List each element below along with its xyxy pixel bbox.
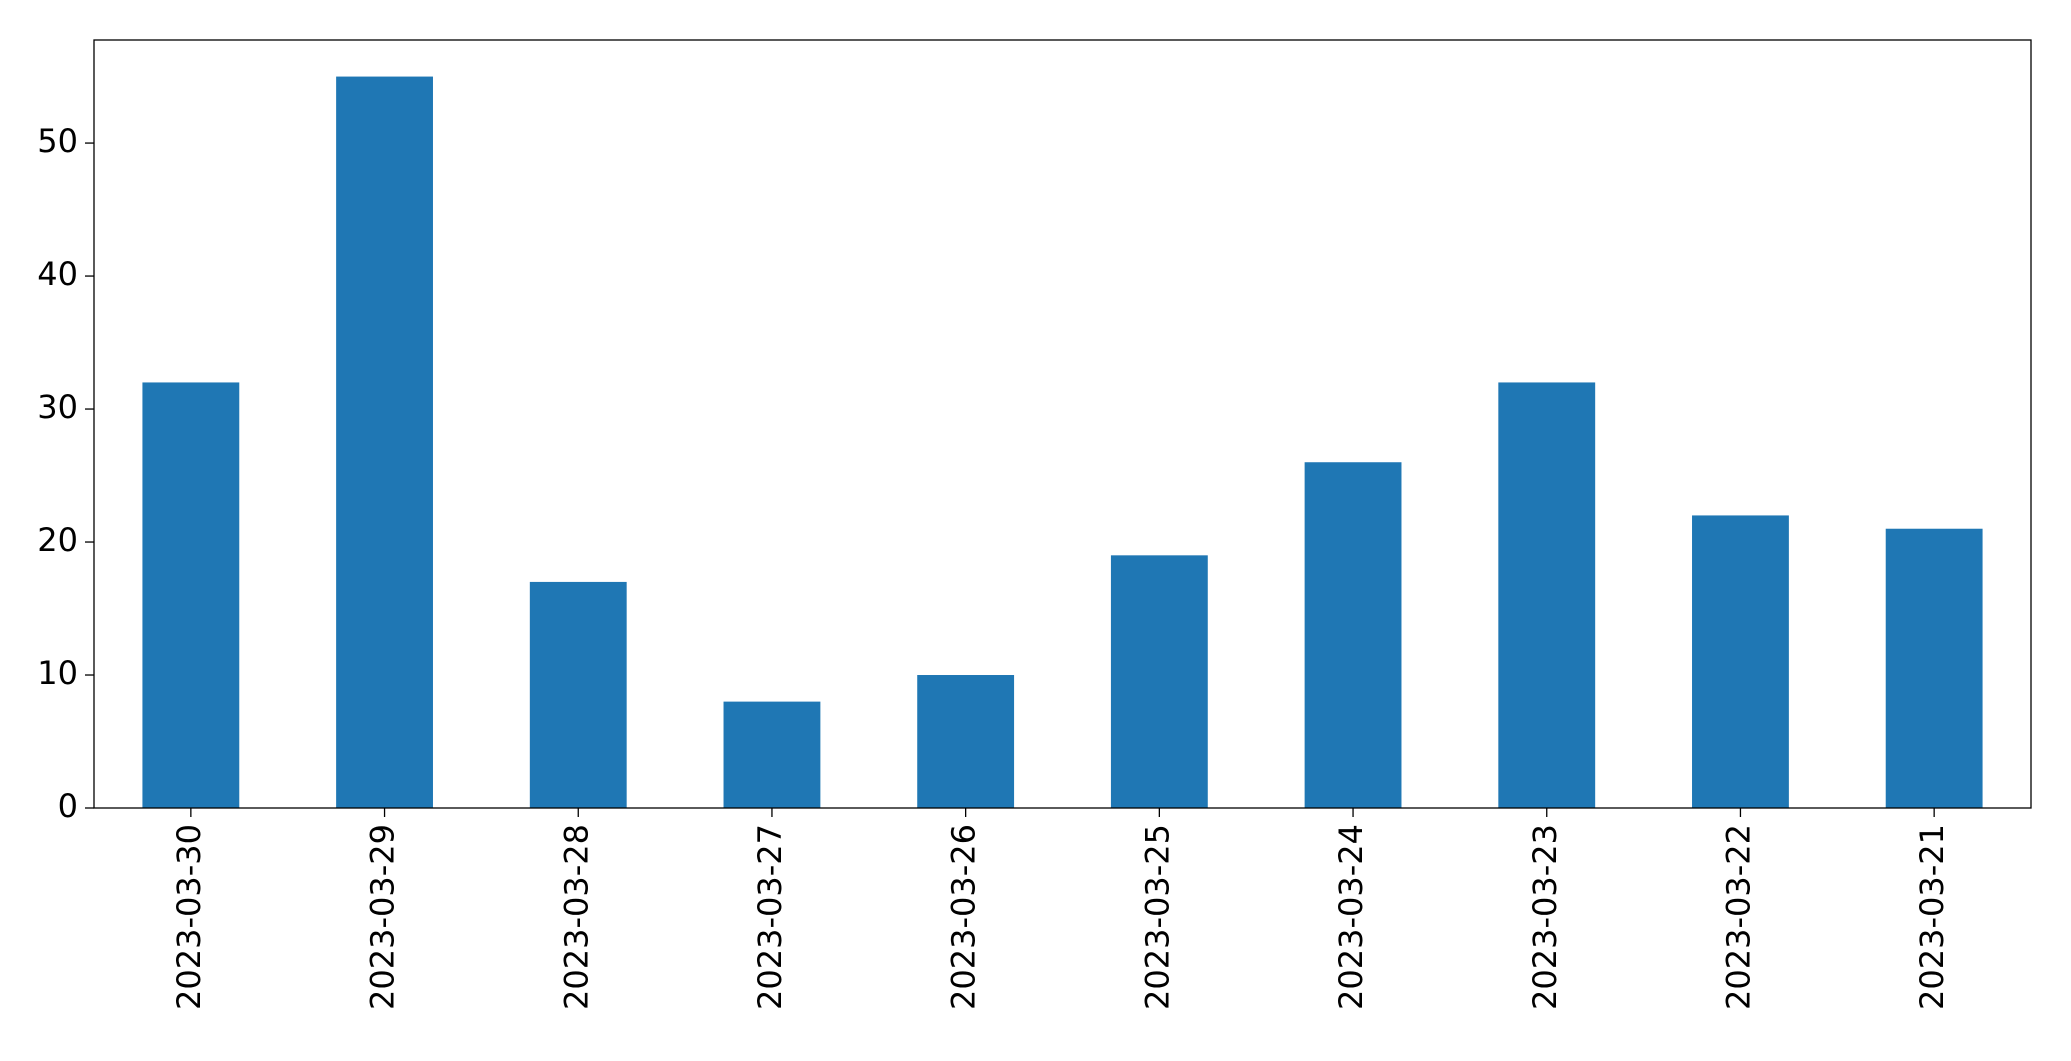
bar	[1885, 528, 1983, 808]
y-tick-label: 50	[37, 122, 78, 160]
bar	[723, 701, 821, 808]
bar	[1692, 515, 1789, 808]
bar	[1110, 555, 1208, 808]
x-tick-label: 2023-03-26	[945, 824, 983, 1010]
x-tick-label: 2023-03-29	[364, 824, 402, 1010]
y-tick-label: 20	[37, 521, 78, 559]
bar	[1304, 462, 1402, 808]
x-tick-label: 2023-03-23	[1526, 824, 1564, 1010]
x-tick-label: 2023-03-30	[170, 824, 208, 1010]
x-tick-label: 2023-03-27	[751, 824, 789, 1010]
y-tick-label: 10	[37, 654, 78, 692]
y-tick-label: 30	[37, 388, 78, 426]
x-tick-label: 2023-03-24	[1332, 824, 1370, 1010]
x-tick-label: 2023-03-25	[1138, 824, 1176, 1010]
plot-frame	[93, 39, 2032, 809]
bar	[1498, 382, 1596, 808]
bar	[142, 382, 240, 808]
x-tick-label: 2023-03-21	[1913, 824, 1951, 1010]
x-tick-label: 2023-03-28	[557, 824, 595, 1010]
x-tick-label: 2023-03-22	[1719, 824, 1757, 1010]
y-tick-label: 0	[58, 787, 78, 825]
y-tick-label: 40	[37, 255, 78, 293]
bar	[336, 76, 433, 809]
bar	[917, 675, 1015, 808]
bar	[529, 581, 627, 808]
